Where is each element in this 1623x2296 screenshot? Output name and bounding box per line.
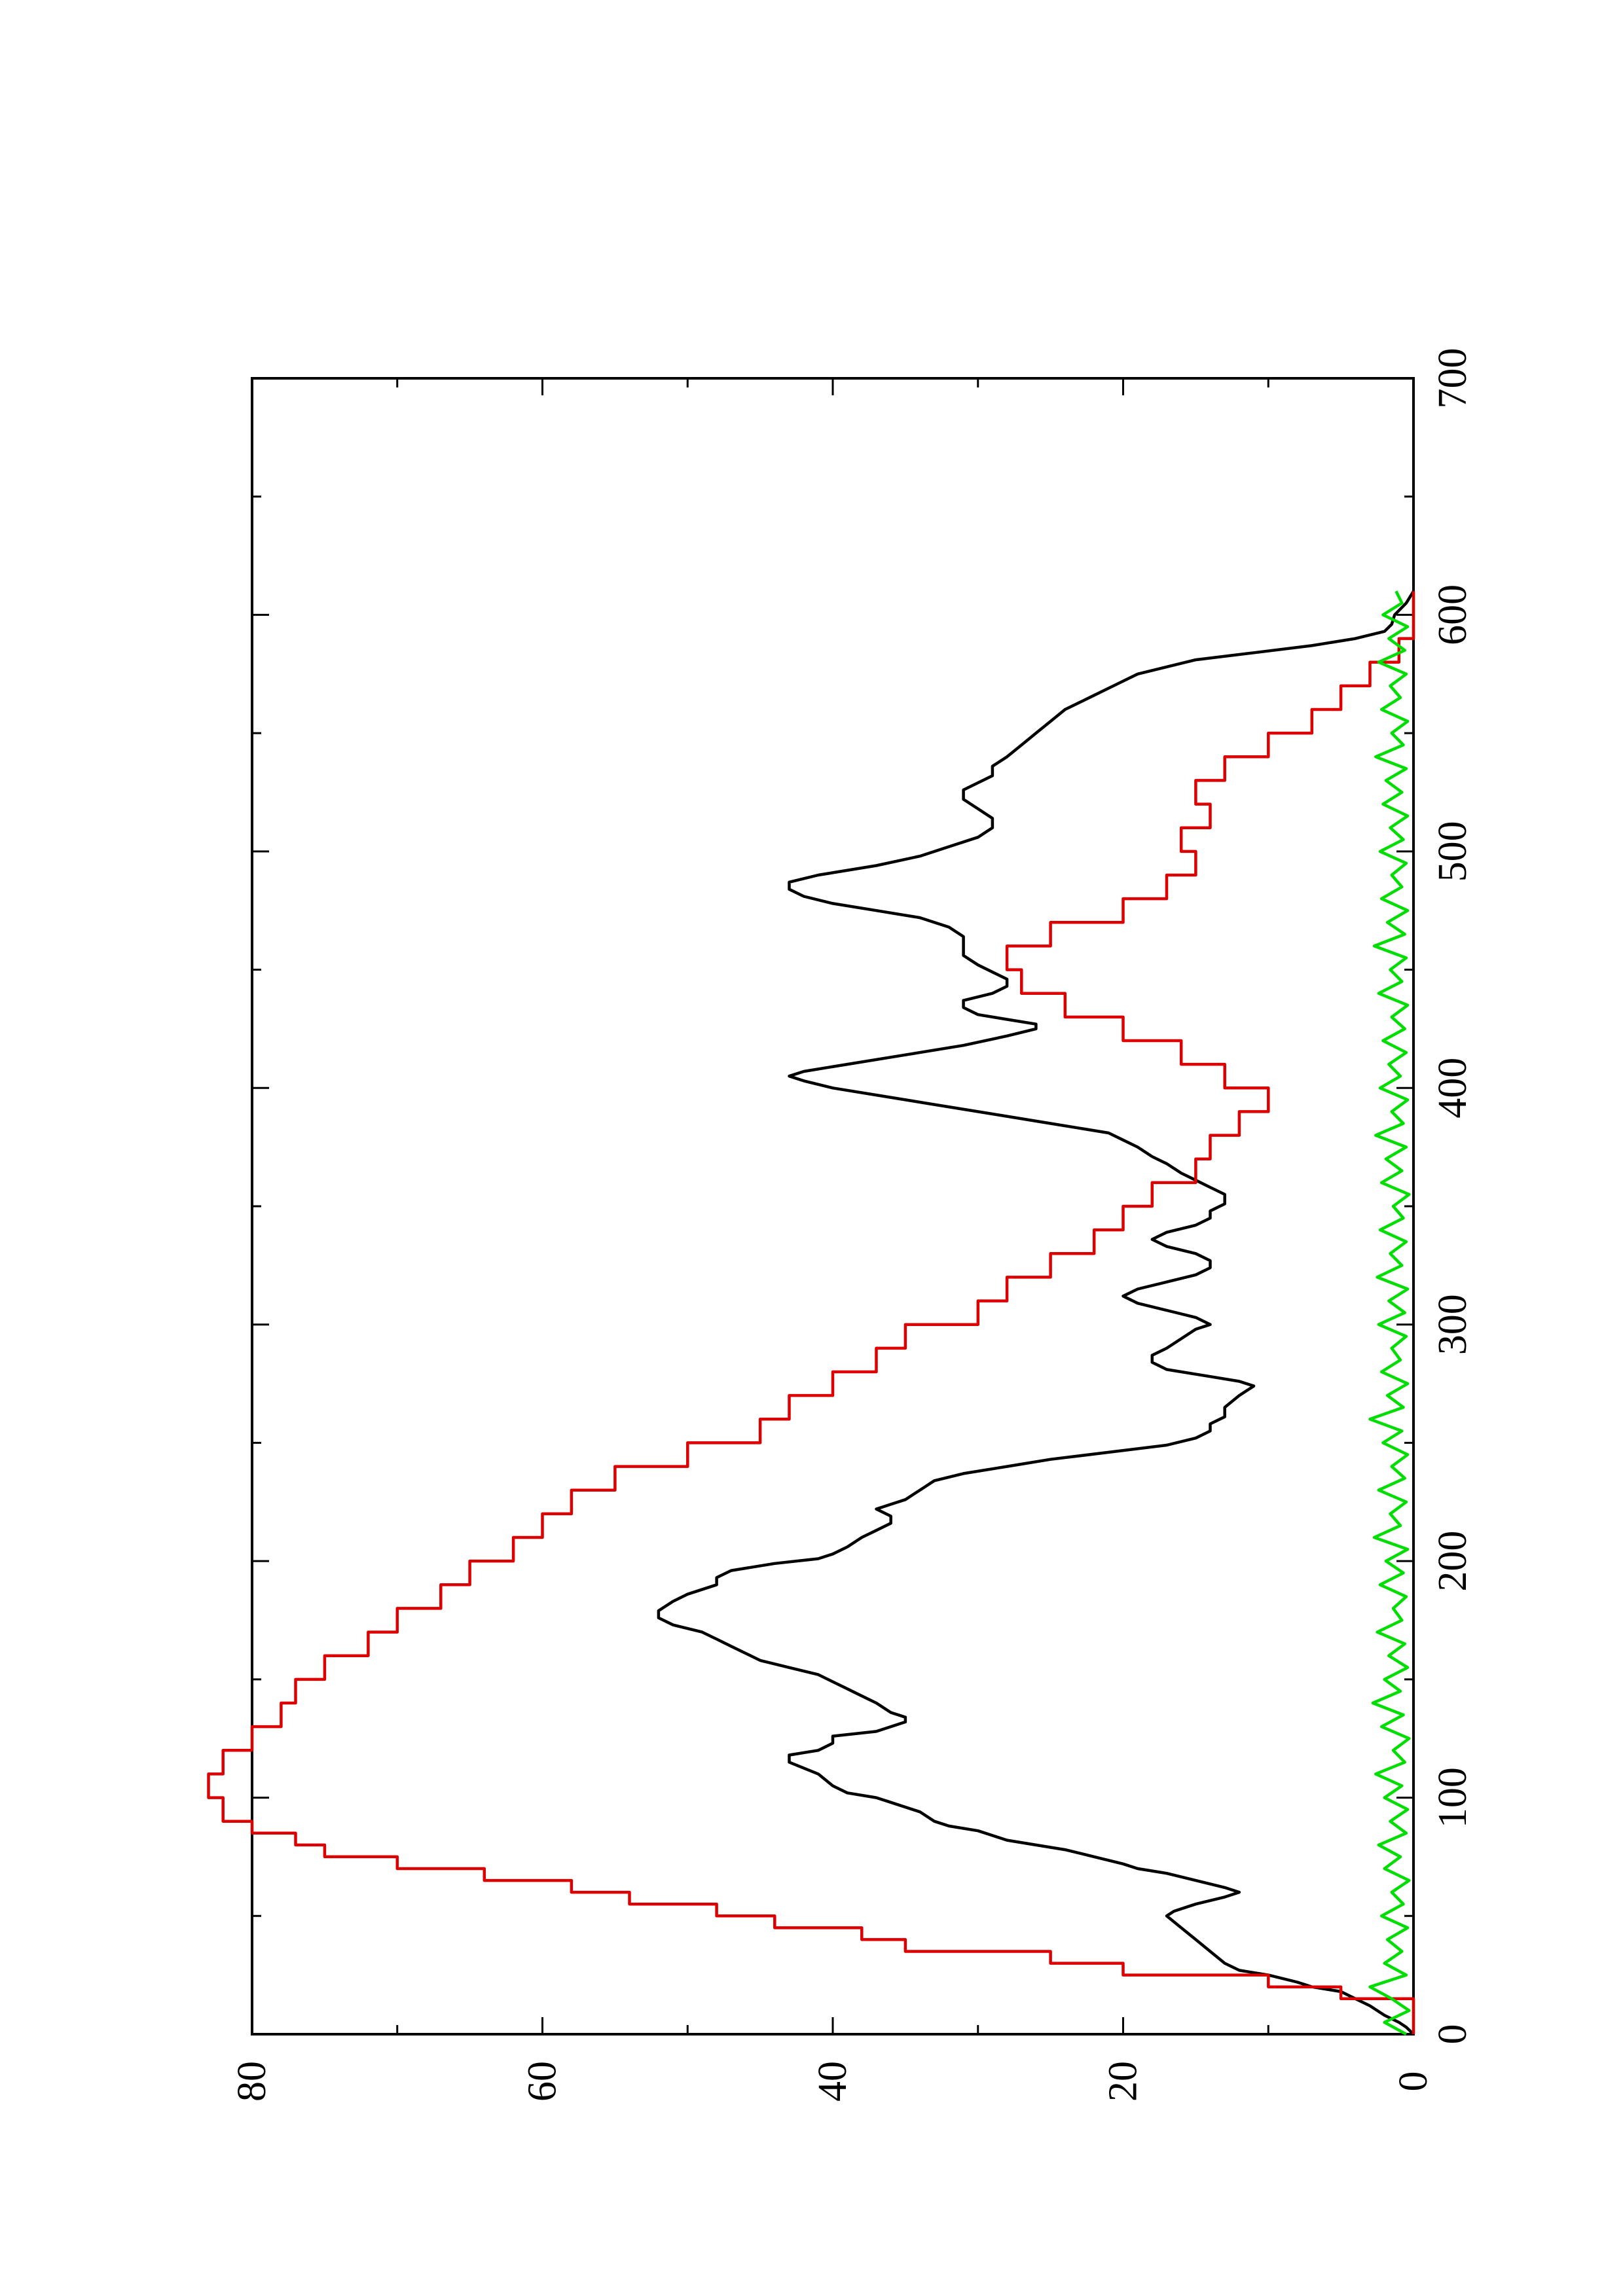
- tick-labels: 0 100 200 300 400 500 600 700 0 20 40 60 80: [230, 348, 1475, 2102]
- series-line-red: [207, 591, 1415, 2034]
- x-tick-label: 600: [1431, 584, 1475, 645]
- y-tick-label: 0: [1391, 2072, 1436, 2092]
- y-tick-label: 60: [520, 2061, 565, 2102]
- x-tick-label: 200: [1431, 1531, 1475, 1592]
- x-tick-label: 300: [1431, 1294, 1475, 1355]
- axis-ticks: [251, 377, 1415, 2036]
- y-tick-label: 40: [811, 2061, 855, 2102]
- series-line-green: [1368, 590, 1411, 2036]
- x-tick-label: 400: [1431, 1058, 1475, 1119]
- y-tick-label: 20: [1101, 2061, 1146, 2102]
- x-tick-label: 0: [1431, 2024, 1475, 2045]
- series-line-black: [657, 590, 1415, 2036]
- y-tick-label: 80: [230, 2061, 274, 2102]
- x-tick-label: 500: [1431, 821, 1475, 882]
- x-tick-label: 100: [1431, 1767, 1475, 1828]
- series-group: [207, 590, 1415, 2036]
- x-tick-label: 700: [1431, 348, 1475, 409]
